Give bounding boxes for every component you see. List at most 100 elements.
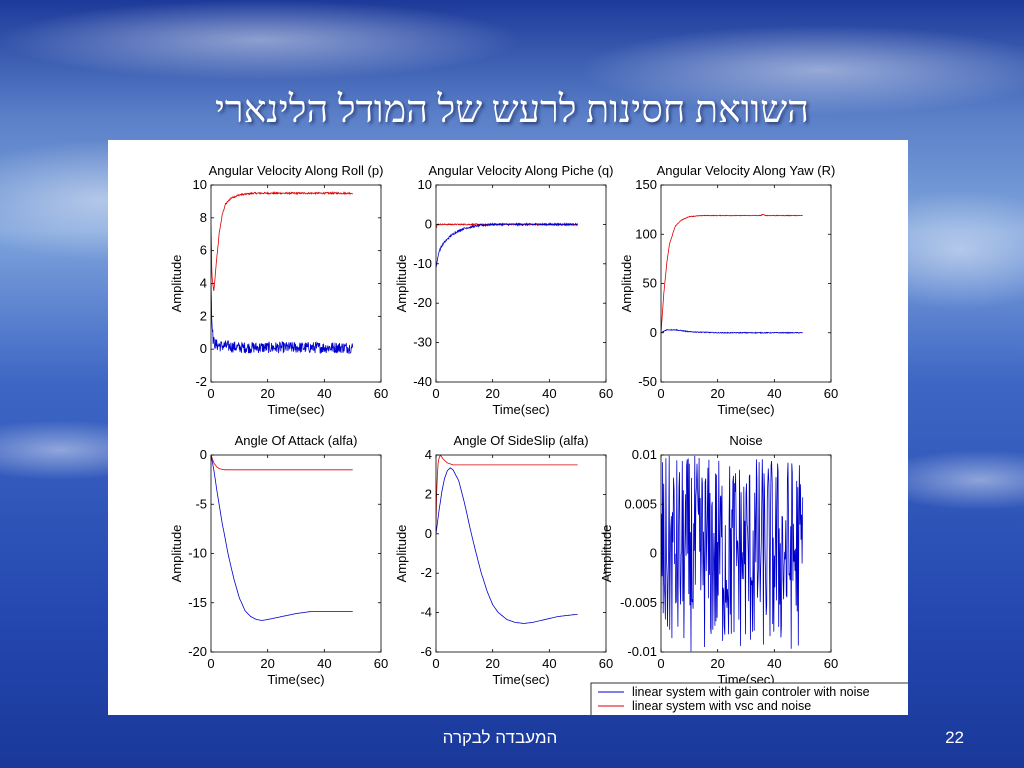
axes-box <box>210 454 382 653</box>
subplot-title: Angular Velocity Along Yaw (R) <box>657 163 836 178</box>
y-tick-label: 150 <box>635 177 657 192</box>
y-tick-label: 0 <box>425 526 432 541</box>
y-tick-label: -4 <box>420 605 432 620</box>
x-tick-label: 0 <box>657 656 664 671</box>
y-tick-label: 100 <box>635 226 657 241</box>
y-tick-label: 4 <box>425 447 432 462</box>
x-tick-label: 40 <box>542 386 556 401</box>
series-line-1-2 <box>211 283 354 355</box>
y-tick-label: 0 <box>200 447 207 462</box>
x-tick-label: 20 <box>710 656 724 671</box>
y-tick-label: -40 <box>413 374 432 389</box>
x-tick-label: 60 <box>824 656 838 671</box>
page-number: 22 <box>945 728 964 747</box>
x-tick-label: 60 <box>599 656 613 671</box>
subplot-title: Angular Velocity Along Piche (q) <box>429 163 614 178</box>
x-axis-label: Time(sec) <box>492 402 549 417</box>
x-tick-label: 40 <box>317 386 331 401</box>
y-tick-label: 0.005 <box>624 496 657 511</box>
series-line-5-2 <box>436 467 578 624</box>
y-tick-label: 10 <box>193 177 207 192</box>
x-axis-label: Time(sec) <box>267 672 324 687</box>
y-axis-label: Amplitude <box>169 525 184 583</box>
y-tick-label: 0 <box>200 341 207 356</box>
figure-panel: 0 20 40 60 -2 0 2 4 6 8 10 Angular Velocity Along R… <box>108 140 908 715</box>
x-tick-label: 0 <box>207 386 214 401</box>
x-tick-label: 0 <box>432 656 439 671</box>
x-tick-label: 60 <box>374 656 388 671</box>
series-line-1-1 <box>211 190 353 291</box>
subplot-title: Angle Of SideSlip (alfa) <box>453 433 588 448</box>
y-tick-label: 10 <box>418 177 432 192</box>
legend-entry: linear system with gain controler with n… <box>632 685 870 699</box>
x-tick-label: 60 <box>599 386 613 401</box>
y-tick-label: 2 <box>425 486 432 501</box>
series-line-6-1 <box>661 455 804 652</box>
x-tick-label: 60 <box>374 386 388 401</box>
axes-box <box>660 184 832 383</box>
axes-box <box>435 454 607 653</box>
legend-entry: linear system with vsc and noise <box>632 699 811 713</box>
subplot-6: 0 20 40 60-0.01-0.00500.0050.01NoiseTime(se… <box>599 433 838 687</box>
x-tick-label: 40 <box>317 656 331 671</box>
y-tick-label: 6 <box>200 243 207 258</box>
x-tick-label: 40 <box>542 656 556 671</box>
y-tick-label: -30 <box>413 335 432 350</box>
x-tick-label: 60 <box>824 386 838 401</box>
y-tick-label: -2 <box>420 565 432 580</box>
x-axis-label: Time(sec) <box>492 672 549 687</box>
slide-title: השוואת חסינות לרעש של המודל הלינארי <box>214 89 810 131</box>
y-tick-label: 4 <box>200 276 207 291</box>
legend-box <box>590 682 908 715</box>
y-tick-label: -0.005 <box>620 595 657 610</box>
x-tick-label: 0 <box>432 386 439 401</box>
subplot-title: Angular Velocity Along Roll (p) <box>209 163 384 178</box>
x-axis-label: Time(sec) <box>267 402 324 417</box>
y-axis-label: Amplitude <box>394 255 409 313</box>
y-tick-label: -10 <box>188 546 207 561</box>
y-tick-label: 8 <box>200 210 207 225</box>
y-axis-label: Amplitude <box>169 255 184 313</box>
y-tick-label: 0 <box>650 325 657 340</box>
series-line-3-2 <box>661 328 803 334</box>
footer-text: המעבדה לבקרה <box>442 728 558 747</box>
subplot-5: 0 20 40 60 -6 -4 -2 0 2 4 Angle Of SideSlip (alfa)… <box>394 433 613 687</box>
y-tick-label: 0 <box>650 546 657 561</box>
series-line-4-2 <box>211 455 353 621</box>
y-tick-label: -0.01 <box>627 644 657 659</box>
y-tick-label: 50 <box>643 276 657 291</box>
subplot-title: Angle Of Attack (alfa) <box>235 433 358 448</box>
y-axis-label: Amplitude <box>394 525 409 583</box>
y-tick-label: -6 <box>420 644 432 659</box>
y-tick-label: -50 <box>638 374 657 389</box>
subplot-4: 0 20 40 60 -20 -15 -10 -5 0 Angle Of Attack (alfa… <box>169 433 388 687</box>
y-tick-label: 0 <box>425 216 432 231</box>
y-tick-label: 0.01 <box>632 447 657 462</box>
y-tick-label: -20 <box>413 295 432 310</box>
x-tick-label: 20 <box>260 656 274 671</box>
subplot-title: Noise <box>729 433 762 448</box>
x-axis-label: Time(sec) <box>717 402 774 417</box>
x-tick-label: 20 <box>485 656 499 671</box>
series-line-5-1 <box>436 455 578 524</box>
x-tick-label: 20 <box>485 386 499 401</box>
axes-box <box>435 184 607 383</box>
y-axis-label: Amplitude <box>599 525 614 583</box>
series-line-3-1 <box>661 213 803 333</box>
x-tick-label: 20 <box>260 386 274 401</box>
y-tick-label: -20 <box>188 644 207 659</box>
y-tick-label: -15 <box>188 595 207 610</box>
series-line-4-1 <box>211 455 353 471</box>
legend: linear system with gain controler with n… <box>590 682 908 715</box>
series-line-2-2 <box>436 222 579 268</box>
y-tick-label: -10 <box>413 256 432 271</box>
x-tick-label: 20 <box>710 386 724 401</box>
x-tick-label: 40 <box>767 656 781 671</box>
y-tick-label: 2 <box>200 308 207 323</box>
x-tick-label: 0 <box>207 656 214 671</box>
y-tick-label: -5 <box>195 496 207 511</box>
x-tick-label: 40 <box>767 386 781 401</box>
